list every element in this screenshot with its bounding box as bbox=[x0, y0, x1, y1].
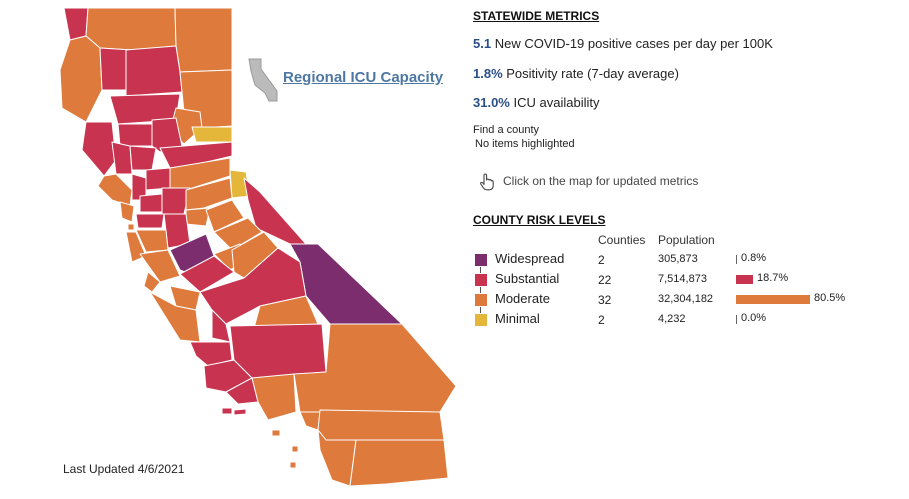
county-lake[interactable] bbox=[111, 141, 133, 175]
col-population-header: Population bbox=[658, 233, 715, 247]
risk-level-row: Widespread 2 305,873 0.8% bbox=[473, 250, 893, 273]
last-updated: Last Updated 4/6/2021 bbox=[63, 462, 185, 476]
regional-icu-capacity-link[interactable]: Regional ICU Capacity bbox=[283, 69, 444, 86]
legend-connector bbox=[480, 287, 481, 293]
county-siskiyou[interactable] bbox=[85, 7, 177, 51]
risk-level-row: Moderate 32 32,304,182 80.5% bbox=[473, 290, 893, 313]
risk-level-counties: 2 bbox=[598, 253, 605, 267]
risk-level-counties: 22 bbox=[598, 273, 612, 287]
county-colusa[interactable] bbox=[129, 145, 157, 171]
county-el-dorado[interactable] bbox=[185, 177, 233, 211]
risk-level-swatch bbox=[475, 254, 487, 266]
risk-level-population: 7,514,873 bbox=[658, 273, 707, 285]
risk-level-row: Substantial 22 7,514,873 18.7% bbox=[473, 270, 893, 293]
county-yolo[interactable] bbox=[145, 167, 171, 191]
county-contra-costa[interactable] bbox=[135, 213, 165, 229]
metric-cases-label: New COVID-19 positive cases per day per … bbox=[494, 36, 773, 51]
channel-island-2 bbox=[233, 408, 247, 416]
metric-cases: 5.1 New COVID-19 positive cases per day … bbox=[473, 36, 773, 51]
county-santa-cruz[interactable] bbox=[143, 271, 161, 293]
risk-level-swatch bbox=[475, 274, 487, 286]
county-del-norte[interactable] bbox=[63, 7, 89, 41]
channel-island-4 bbox=[291, 445, 299, 453]
metric-icu-value: 31.0% bbox=[473, 95, 510, 110]
channel-island-1 bbox=[221, 407, 233, 415]
risk-level-population: 4,232 bbox=[658, 313, 686, 325]
find-county: Find a county No items highlighted bbox=[473, 123, 575, 151]
risk-level-name: Substantial bbox=[495, 271, 560, 286]
metric-positivity-value: 1.8% bbox=[473, 66, 503, 81]
county-monterey[interactable] bbox=[149, 291, 201, 343]
county-tuolumne[interactable] bbox=[213, 217, 263, 251]
risk-level-percent: 0.0% bbox=[741, 312, 767, 324]
county-sierra[interactable] bbox=[191, 126, 233, 143]
county-los-angeles[interactable] bbox=[251, 373, 297, 421]
county-riverside[interactable] bbox=[317, 409, 445, 441]
channel-island-5 bbox=[289, 461, 297, 469]
legend-connector bbox=[480, 267, 481, 273]
metric-cases-value: 5.1 bbox=[473, 36, 492, 51]
risk-level-bar bbox=[736, 275, 753, 284]
risk-level-population: 305,873 bbox=[658, 253, 698, 265]
county-map-svg[interactable] bbox=[0, 0, 470, 499]
risk-level-percent: 18.7% bbox=[757, 272, 789, 284]
risk-level-counties: 2 bbox=[598, 313, 605, 327]
map-hint-text: Click on the map for updated metrics bbox=[503, 174, 699, 189]
county-solano[interactable] bbox=[139, 193, 163, 213]
county-shasta[interactable] bbox=[125, 45, 183, 97]
map-hint: Click on the map for updated metrics bbox=[479, 173, 698, 191]
find-county-label: Find a county bbox=[473, 124, 540, 136]
risk-level-population: 32,304,182 bbox=[658, 293, 714, 305]
risk-level-row: Minimal 2 4,232 0.0% bbox=[473, 310, 893, 330]
statewide-metrics-title: STATEWIDE METRICS bbox=[473, 9, 600, 23]
risk-level-bar bbox=[736, 295, 810, 304]
legend-connector bbox=[480, 307, 481, 313]
county-glenn[interactable] bbox=[117, 123, 153, 147]
channel-island-3 bbox=[271, 429, 281, 437]
county-santa-clara[interactable] bbox=[139, 249, 181, 283]
risk-level-percent: 80.5% bbox=[814, 292, 846, 304]
risk-level-name: Moderate bbox=[495, 291, 550, 306]
county-calaveras[interactable] bbox=[205, 199, 245, 233]
county-mendocino[interactable] bbox=[81, 121, 117, 177]
risk-level-bar bbox=[736, 315, 737, 324]
risk-level-swatch bbox=[475, 294, 487, 306]
county-san-francisco[interactable] bbox=[127, 223, 135, 231]
metric-icu-label: ICU availability bbox=[513, 95, 600, 110]
col-counties-header: Counties bbox=[598, 233, 646, 247]
california-mini-map-icon[interactable] bbox=[247, 57, 283, 103]
county-risk-levels-title: COUNTY RISK LEVELS bbox=[473, 213, 606, 227]
county-placer[interactable] bbox=[169, 157, 231, 191]
risk-level-percent: 0.8% bbox=[741, 252, 767, 264]
metric-icu: 31.0% ICU availability bbox=[473, 95, 599, 110]
risk-level-name: Minimal bbox=[495, 311, 540, 326]
risk-level-counties: 32 bbox=[598, 293, 612, 307]
metric-positivity: 1.8% Positivity rate (7-day average) bbox=[473, 66, 679, 81]
find-county-status: No items highlighted bbox=[475, 138, 575, 150]
county-humboldt[interactable] bbox=[59, 35, 103, 123]
county-imperial[interactable] bbox=[349, 439, 449, 487]
risk-level-swatch bbox=[475, 314, 487, 326]
california-county-map[interactable]: Regional ICU Capacity Last Updated 4/6/2… bbox=[0, 0, 470, 499]
hand-pointer-icon bbox=[480, 173, 494, 191]
county-marin[interactable] bbox=[119, 201, 135, 223]
county-orange[interactable] bbox=[299, 411, 321, 431]
county-modoc[interactable] bbox=[174, 7, 233, 73]
metric-positivity-label: Positivity rate (7-day average) bbox=[506, 66, 679, 81]
risk-level-bar bbox=[736, 255, 737, 264]
county-sonoma[interactable] bbox=[97, 173, 133, 207]
risk-level-name: Widespread bbox=[495, 251, 565, 266]
